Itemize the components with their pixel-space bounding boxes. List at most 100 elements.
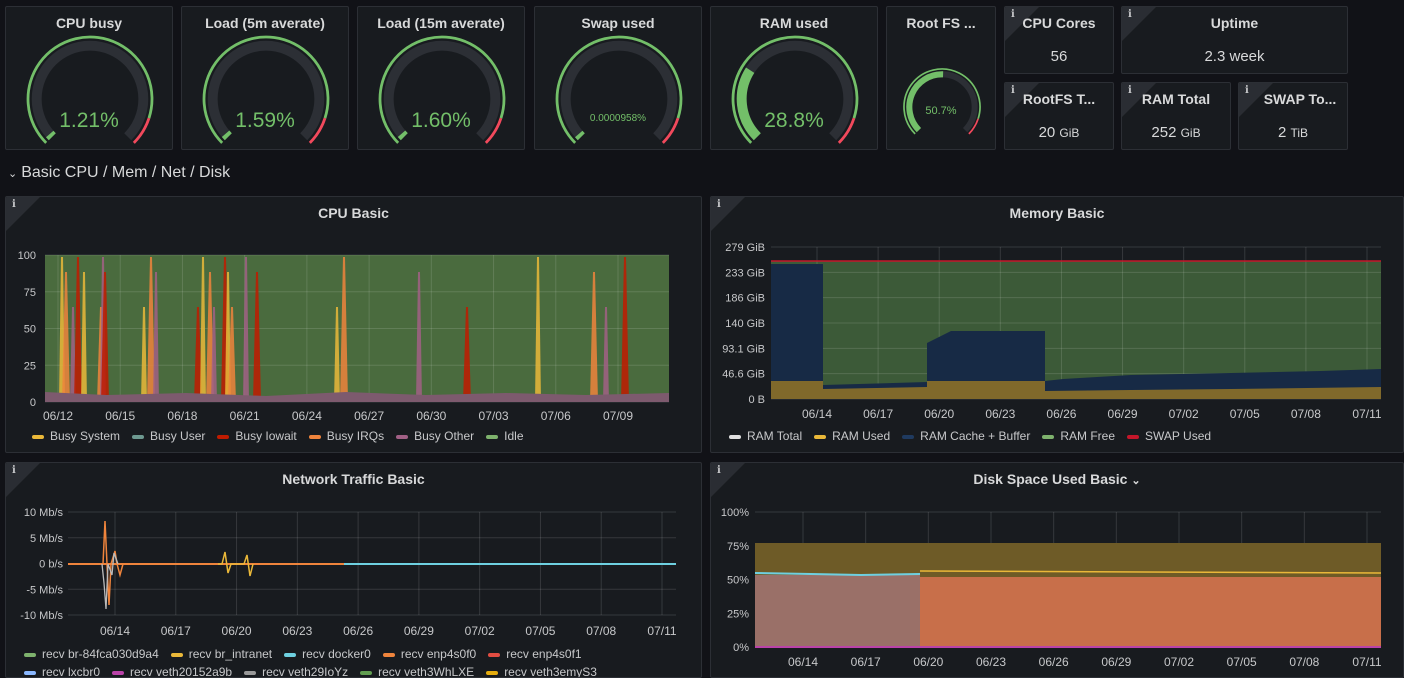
gauge-panel-load-15m[interactable]: Load (15m averate) 1.60% [357, 6, 525, 150]
cpu-spike [153, 272, 159, 402]
y-tick-label: 0 b/s [39, 559, 63, 571]
legend-item[interactable]: RAM Total [729, 429, 802, 443]
stat-panel-rootfs-total[interactable]: i RootFS T... 20 GiB [1004, 82, 1114, 150]
panel-title[interactable]: Disk Space Used Basic ⌄ [711, 471, 1403, 487]
y-tick-label: 0% [733, 642, 749, 654]
info-icon[interactable]: i [717, 465, 721, 476]
legend-item[interactable]: recv docker0 [284, 647, 371, 661]
legend-item[interactable]: recv veth20152a9b [112, 665, 232, 677]
legend-item[interactable]: Busy IRQs [308, 429, 385, 443]
threshold-arc-red [661, 117, 680, 144]
stat-panel-uptime[interactable]: i Uptime 2.3 week [1121, 6, 1348, 74]
legend-item[interactable]: RAM Cache + Buffer [902, 429, 1030, 443]
y-tick-label: 25% [727, 608, 749, 620]
panel-title: Swap used [581, 15, 655, 31]
legend-swatch [32, 434, 44, 439]
stat-unit: GiB [1059, 126, 1080, 140]
cpu-basic-chart: 100 75 50 25 0 06/12 06/15 06/18 06/21 06/24 06/2… [18, 250, 669, 423]
legend-item[interactable]: SWAP Used [1127, 429, 1211, 443]
stat-panel-ram-total[interactable]: i RAM Total 252 GiB [1121, 82, 1231, 150]
legend-item[interactable]: recv veth3WhLXE [360, 665, 474, 677]
legend-item[interactable]: recv lxcbr0 [24, 665, 100, 677]
legend-label: recv br-84fca030d9a4 [42, 647, 159, 661]
legend-item[interactable]: recv br-84fca030d9a4 [24, 647, 159, 661]
row-header[interactable]: ⌄ Basic CPU / Mem / Net / Disk [8, 164, 230, 182]
x-tick-label: 07/03 [479, 409, 509, 423]
info-icon[interactable]: i [1011, 9, 1015, 20]
gauge-panel-cpu-busy[interactable]: CPU busy 1.21% [5, 6, 173, 150]
legend-item[interactable]: recv veth3emyS3 [486, 665, 597, 677]
x-tick-label: 07/05 [525, 624, 555, 638]
legend-item[interactable]: recv enp4s0f0 [382, 647, 476, 661]
gauge-fill [397, 130, 408, 141]
grid [771, 246, 1381, 400]
legend-item[interactable]: Idle [486, 429, 524, 443]
stat-panel-cpu-cores[interactable]: i CPU Cores 56 [1004, 6, 1114, 74]
gauge-fill [574, 130, 585, 141]
stat-value: 2.3 week [1204, 48, 1265, 65]
x-tick-label: 06/17 [851, 655, 881, 669]
legend: RAM Total RAM Used RAM Cache + Buffer RAM F… [729, 429, 1223, 443]
panel-title: CPU Cores [1022, 15, 1096, 31]
info-icon[interactable]: i [717, 199, 721, 210]
x-tick-label: 06/17 [161, 624, 191, 638]
x-tick-label: 07/05 [1230, 407, 1260, 421]
x-axis: 06/12 06/15 06/18 06/21 06/24 06/27 06/30 07/03… [43, 409, 633, 423]
gauge-track [383, 40, 501, 141]
info-icon[interactable]: i [1011, 85, 1015, 96]
x-tick-label: 06/30 [416, 409, 446, 423]
stat-panel-swap-total[interactable]: i SWAP To... 2 TiB [1238, 82, 1348, 150]
legend-item[interactable]: recv enp4s0f1 [488, 647, 582, 661]
stat-unit: TiB [1290, 126, 1309, 140]
legend-label: RAM Total [747, 429, 803, 443]
x-tick-label: 06/27 [354, 409, 384, 423]
info-corner [1239, 83, 1273, 117]
x-tick-label: 07/02 [1169, 407, 1199, 421]
chevron-down-icon[interactable]: ⌄ [8, 168, 18, 180]
gauge-panel-load-5m[interactable]: Load (5m averate) 1.59% [181, 6, 349, 150]
disk-space-panel[interactable]: i Disk Space Used Basic ⌄ 100% 75% 50% 25% 0… [710, 462, 1404, 678]
legend-item[interactable]: Busy User [132, 429, 205, 443]
legend-swatch [170, 652, 183, 657]
legend-swatch [382, 652, 395, 657]
y-tick-label: 46.6 GiB [722, 369, 765, 381]
gauge-panel-swap-used[interactable]: Swap used 0.0000958% [534, 6, 702, 150]
memory-basic-panel[interactable]: i Memory Basic 279 GiB 233 GiB 186 GiB 140 … [710, 196, 1404, 453]
stat-value: 56 [1050, 48, 1068, 65]
info-icon[interactable]: i [12, 465, 16, 476]
legend-item[interactable]: recv veth29IoYz [244, 665, 348, 677]
legend-item[interactable]: Busy System [32, 429, 120, 443]
gauge-panel-root-fs[interactable]: Root FS ... 50.7% [886, 6, 996, 150]
panel-title: RAM used [759, 15, 829, 31]
y-tick-label: 25 [24, 360, 36, 372]
cpu-basic-panel[interactable]: i CPU Basic 100 75 50 25 0 06/12 06/15 06/18 06… [5, 196, 702, 453]
network-traffic-panel[interactable]: i Network Traffic Basic 10 Mb/s 5 Mb/s 0 b… [5, 462, 702, 678]
legend-item[interactable]: recv br_intranet [170, 647, 272, 661]
info-icon[interactable]: i [1128, 85, 1132, 96]
legend-label: recv enp4s0f1 [506, 647, 582, 661]
gauge-arc [731, 35, 859, 144]
y-tick-label: 50% [727, 575, 749, 587]
legend-item[interactable]: Busy Other [396, 429, 474, 443]
info-icon[interactable]: i [1245, 85, 1249, 96]
y-tick-label: 93.1 GiB [722, 343, 765, 355]
x-axis: 06/14 06/17 06/20 06/23 06/26 06/29 07/02 07/05… [802, 407, 1382, 421]
y-tick-label: 50 [24, 324, 36, 336]
gauge-arc [378, 35, 506, 144]
info-icon[interactable]: i [1128, 9, 1132, 20]
gauge-fill [45, 130, 56, 141]
legend-item[interactable]: RAM Used [814, 429, 890, 443]
legend-item[interactable]: Busy Iowait [217, 429, 297, 443]
panel-title: Load (5m averate) [205, 15, 325, 31]
chevron-down-icon[interactable]: ⌄ [1131, 475, 1141, 487]
legend-label: Busy IRQs [326, 429, 385, 443]
fs-used-area-2 [920, 577, 1381, 647]
y-tick-label: 5 Mb/s [30, 533, 64, 545]
gauge-panel-ram-used[interactable]: RAM used 28.8% [710, 6, 878, 150]
info-icon[interactable]: i [12, 199, 16, 210]
panel-title: CPU Basic [318, 205, 389, 221]
panel-title: Root FS ... [906, 15, 976, 31]
legend-item[interactable]: RAM Free [1042, 429, 1115, 443]
x-tick-label: 07/11 [1352, 407, 1381, 421]
legend-label: Busy System [50, 429, 121, 443]
